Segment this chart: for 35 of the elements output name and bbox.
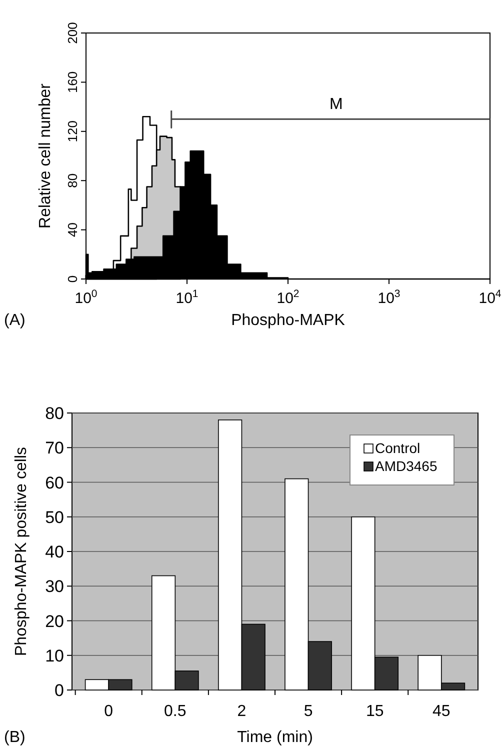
y-tick-label: 30 <box>45 577 64 596</box>
legend-label: AMD3465 <box>375 458 438 474</box>
y-tick-label: 80 <box>45 404 64 423</box>
y-tick-label: 0 <box>65 275 80 283</box>
y-tick-label: 80 <box>65 173 80 188</box>
x-tick-label: 5 <box>304 703 313 720</box>
y-tick-label: 160 <box>65 71 80 94</box>
y-tick-label: 200 <box>65 22 80 44</box>
y-tick-label: 0 <box>54 681 64 700</box>
x-tick-label: 10$^{4}$ <box>478 288 502 307</box>
x-tick-label: 2 <box>237 703 246 720</box>
text: (B) <box>4 729 26 746</box>
x-tick-label: 45 <box>432 703 450 720</box>
y-tick-label: 10 <box>45 646 64 666</box>
y-axis-title: Relative cell number <box>37 82 54 228</box>
x-tick-label: 0.5 <box>164 703 186 720</box>
legend-label: Control <box>375 440 420 456</box>
y-tick-label: 120 <box>65 120 80 142</box>
annotation: M <box>330 96 343 114</box>
y-tick-label: 60 <box>45 473 64 492</box>
y-tick-label: 20 <box>45 612 64 631</box>
x-tick-label: 10$^{1}$ <box>176 288 198 307</box>
x-axis-title: Phospho-MAPK <box>231 312 346 329</box>
x-tick-label: 10$^{0}$ <box>74 288 98 307</box>
y-tick-label: 40 <box>65 222 80 238</box>
x-tick-label: 10$^{2}$ <box>276 288 300 307</box>
y-tick-label: 70 <box>45 438 64 458</box>
text: (A) <box>4 312 26 329</box>
y-axis-title: Phospho-MAPK positive cells <box>13 447 30 656</box>
x-tick-label: 0 <box>104 703 114 720</box>
x-tick-label: 15 <box>366 703 384 720</box>
x-tick-label: 10$^{3}$ <box>378 288 400 307</box>
y-tick-label: 50 <box>45 508 64 527</box>
y-tick-label: 40 <box>45 542 64 562</box>
x-axis-title: Time (min) <box>237 729 313 746</box>
